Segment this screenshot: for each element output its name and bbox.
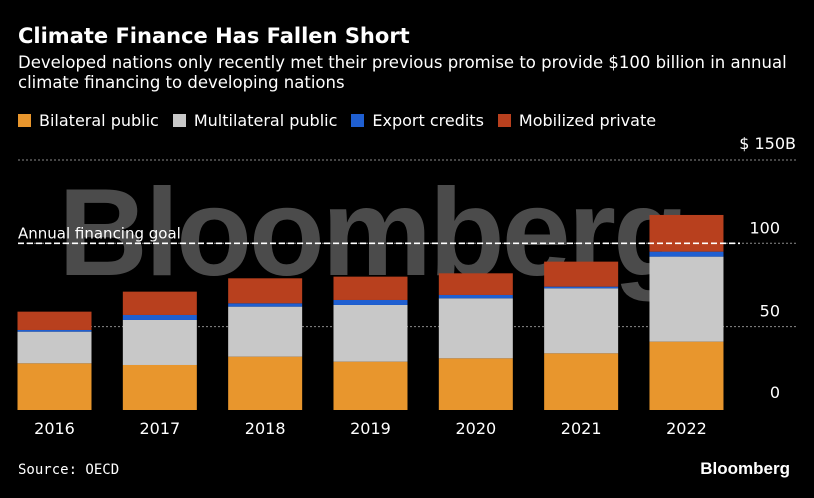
x-tick-label-2019: 2019 <box>350 419 391 438</box>
bar-2017-bilateral-public <box>122 364 197 410</box>
legend-item-private: Mobilized private <box>497 111 657 130</box>
y-tick-label-150: $ 150B <box>739 134 796 153</box>
bar-2022-mobilized-private <box>649 214 724 252</box>
bar-2022-multilateral-public <box>649 256 724 342</box>
legend-label-bilateral: Bilateral public <box>39 111 159 130</box>
bar-2017-mobilized-private <box>122 291 197 315</box>
legend-item-multilateral: Multilateral public <box>172 111 338 130</box>
bar-2019-export-credits <box>333 299 408 305</box>
bar-2022-bilateral-public <box>649 341 724 410</box>
bar-2016-multilateral-public <box>17 331 92 364</box>
bar-2021-multilateral-public <box>544 288 619 354</box>
bloomberg-logo: Bloomberg <box>700 459 790 478</box>
legend-item-bilateral: Bilateral public <box>18 111 159 130</box>
bar-2021-export-credits <box>544 286 619 289</box>
chart-subtitle: Developed nations only recently met thei… <box>18 53 787 92</box>
bar-2017-multilateral-public <box>122 319 197 365</box>
bar-2020-mobilized-private <box>438 273 513 295</box>
chart-title: Climate Finance Has Fallen Short <box>18 24 410 48</box>
legend-swatch-private <box>497 114 511 127</box>
x-tick-label-2022: 2022 <box>666 419 707 438</box>
bar-2021-mobilized-private <box>544 261 619 287</box>
bar-2016-mobilized-private <box>17 311 92 330</box>
legend-label-private: Mobilized private <box>518 111 657 130</box>
legend-swatch-multilateral <box>172 114 186 127</box>
legend-label-multilateral: Multilateral public <box>193 111 338 130</box>
x-tick-label-2021: 2021 <box>561 419 602 438</box>
bar-2016-export-credits <box>17 329 92 332</box>
x-tick-label-2017: 2017 <box>139 419 180 438</box>
y-tick-label-100: 100 <box>749 218 780 237</box>
x-tick-label-2020: 2020 <box>455 419 496 438</box>
y-tick-label-50: 50 <box>760 302 780 321</box>
y-tick-label-0: 0 <box>770 383 780 402</box>
legend-item-export: Export credits <box>351 111 484 130</box>
bar-2018-multilateral-public <box>228 306 303 357</box>
bar-2018-export-credits <box>228 303 303 307</box>
legend-label-export: Export credits <box>372 111 484 130</box>
legend-swatch-export <box>351 114 365 127</box>
bar-2018-bilateral-public <box>228 356 303 410</box>
goal-line-label: Annual financing goal <box>18 224 181 242</box>
bar-2020-export-credits <box>438 294 513 299</box>
bar-2022-export-credits <box>649 251 724 257</box>
bar-2019-bilateral-public <box>333 361 408 410</box>
source-note: Source: OECD <box>18 462 120 478</box>
bar-2019-multilateral-public <box>333 304 408 362</box>
x-tick-label-2018: 2018 <box>245 419 286 438</box>
bar-2016-bilateral-public <box>17 363 92 410</box>
bar-2020-bilateral-public <box>438 358 513 410</box>
bar-2019-mobilized-private <box>333 276 408 300</box>
legend: Bilateral public Multilateral public Exp… <box>18 111 670 130</box>
bar-2018-mobilized-private <box>228 278 303 304</box>
x-tick-label-2016: 2016 <box>34 419 75 438</box>
bar-2020-multilateral-public <box>438 298 513 359</box>
bar-2017-export-credits <box>122 314 197 320</box>
bar-2021-bilateral-public <box>544 353 619 410</box>
legend-swatch-bilateral <box>18 114 31 127</box>
